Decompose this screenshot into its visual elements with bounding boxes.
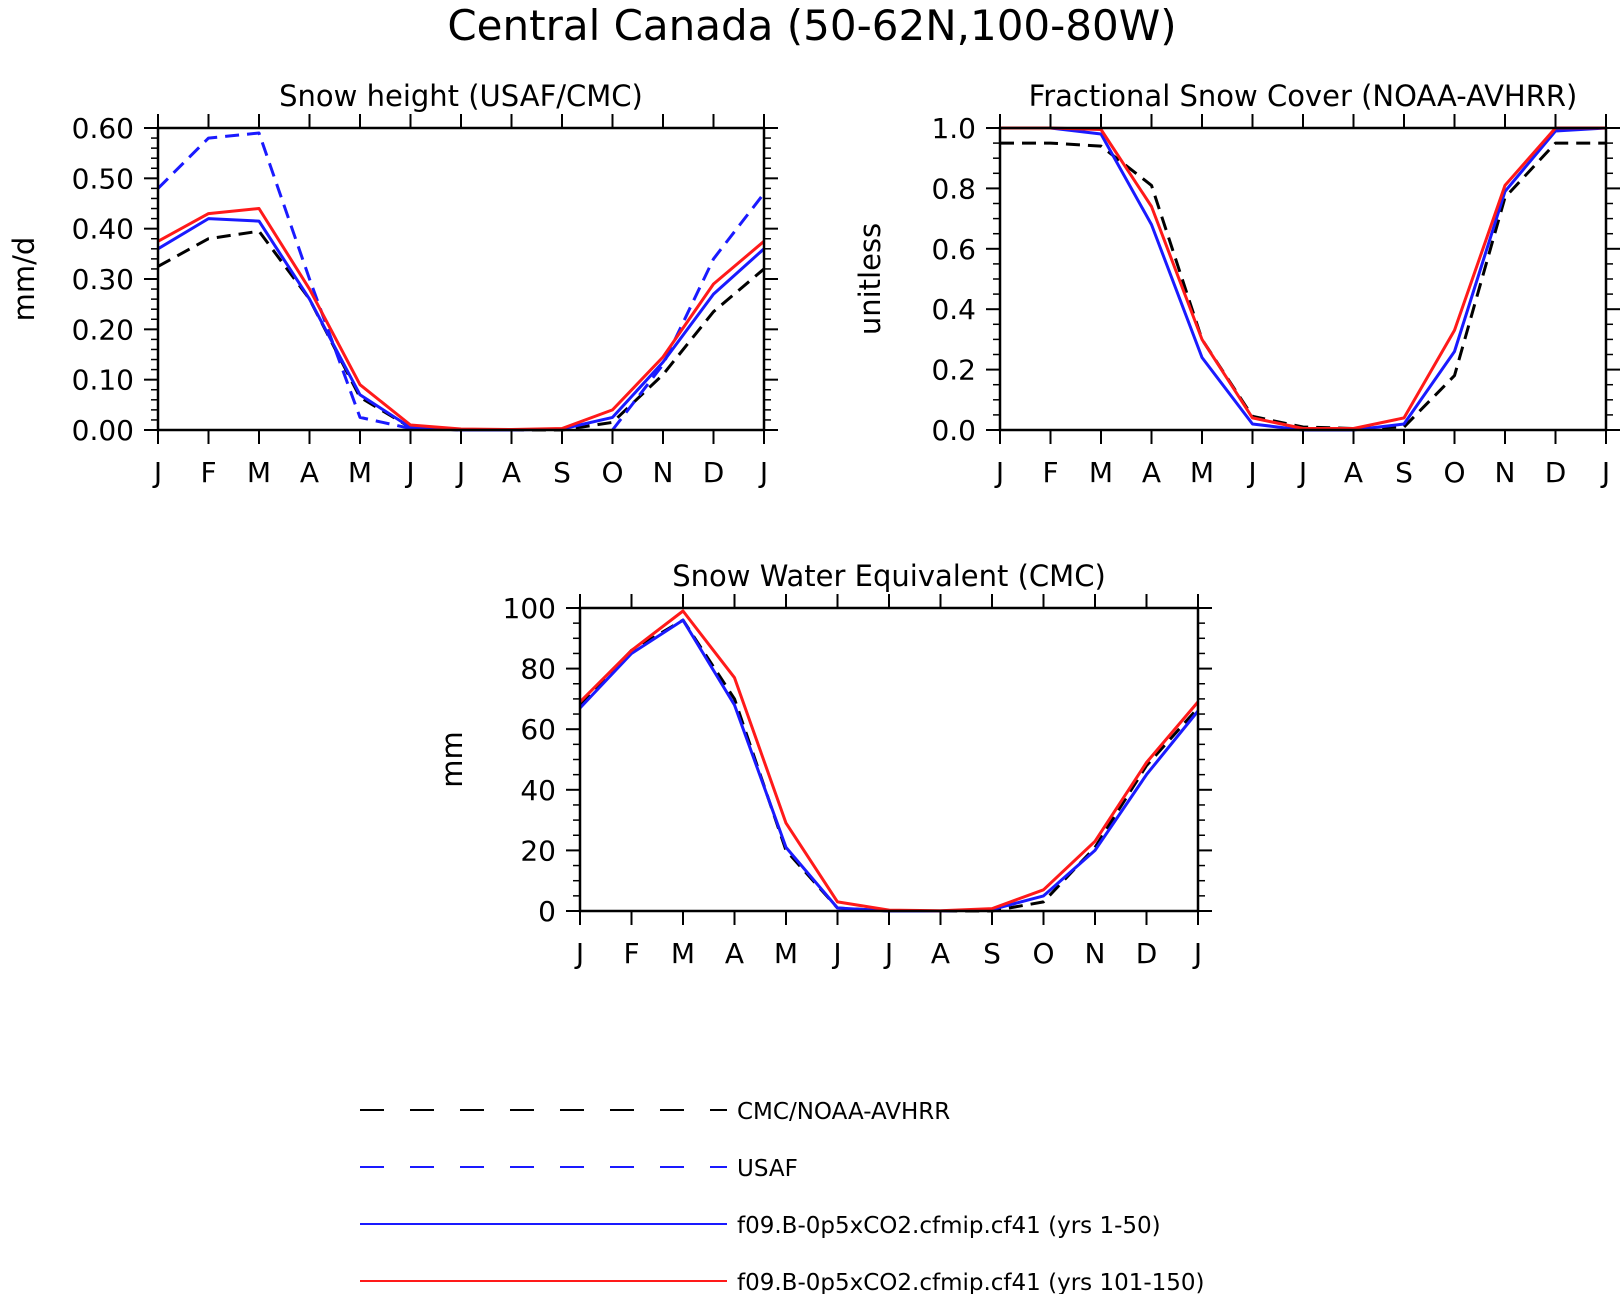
x-tick-label: M — [247, 456, 271, 489]
x-tick-label: J — [152, 456, 162, 489]
x-tick-label: M — [348, 456, 372, 489]
x-tick-label: M — [1089, 456, 1113, 489]
x-tick-label: J — [831, 937, 841, 970]
y-tick-label: 0.30 — [72, 263, 134, 296]
panel-title: Snow Water Equivalent (CMC) — [672, 559, 1106, 593]
y-tick-label: 80 — [520, 653, 556, 686]
y-tick-label: 0.60 — [72, 112, 134, 145]
x-tick-label: J — [1246, 456, 1256, 489]
legend-item-4: f09.B-0p5xCO2.cfmip.cf41 (yrs 101-150) — [360, 1270, 1205, 1294]
legend-item-2: USAF — [360, 1156, 798, 1182]
x-tick-label: D — [1136, 937, 1158, 970]
y-tick-label: 0.00 — [72, 414, 134, 447]
x-tick-label: F — [623, 937, 639, 970]
y-tick-label: 0.40 — [72, 213, 134, 246]
x-tick-label: M — [1190, 456, 1214, 489]
x-tick-label: F — [1042, 456, 1058, 489]
x-tick-label: J — [574, 937, 584, 970]
y-tick-label: 40 — [520, 774, 556, 807]
y-tick-label: 0.50 — [72, 162, 134, 195]
y-tick-label: 0.0 — [931, 414, 976, 447]
legend-label: f09.B-0p5xCO2.cfmip.cf41 (yrs 101-150) — [737, 1270, 1205, 1294]
series-line-1 — [578, 618, 1200, 913]
y-tick-label: 0.20 — [72, 313, 134, 346]
y-tick-label: 0.10 — [72, 364, 134, 397]
chart-panel-2: J F M A M J J A S O N D J0.00.20.40.60.81.0Fractiona… — [853, 79, 1620, 489]
x-tick-label: A — [300, 456, 319, 489]
series-line-4 — [157, 207, 765, 431]
x-tick-label: J — [404, 456, 414, 489]
panel-title: Fractional Snow Cover (NOAA-AVHRR) — [1029, 79, 1578, 113]
x-tick-label: N — [653, 456, 674, 489]
y-tick-label: 100 — [503, 592, 556, 625]
y-axis-label: mm — [435, 731, 469, 788]
x-tick-label: S — [553, 456, 571, 489]
x-tick-label: D — [703, 456, 725, 489]
x-tick-label: O — [1032, 937, 1054, 970]
x-tick-label: J — [1600, 456, 1610, 489]
x-tick-label: J — [883, 937, 893, 970]
x-tick-label: S — [983, 937, 1001, 970]
chart-panel-1: J F M A M J J A S O N D J0.000.100.200.300.400.500.6… — [7, 79, 778, 489]
chart-panels: J F M A M J J A S O N D J0.000.100.200.300.400.500.6… — [7, 79, 1620, 970]
y-tick-label: 0.4 — [931, 293, 976, 326]
y-tick-label: 60 — [520, 713, 556, 746]
y-tick-label: 0.6 — [931, 233, 976, 266]
x-tick-label: D — [1545, 456, 1567, 489]
x-tick-label: A — [1344, 456, 1363, 489]
x-tick-label: N — [1495, 456, 1516, 489]
panel-title: Snow height (USAF/CMC) — [279, 79, 643, 113]
x-tick-label: O — [1443, 456, 1465, 489]
x-tick-label: O — [601, 456, 623, 489]
x-tick-label: J — [994, 456, 1004, 489]
plot-frame — [156, 126, 766, 432]
y-tick-label: 1.0 — [931, 112, 976, 145]
x-tick-label: A — [502, 456, 521, 489]
series-line-3 — [1000, 126, 1606, 430]
legend: CMC/NOAA-AVHRR USAF f09.B-0p5xCO2.cfmip.cf… — [360, 1099, 1205, 1294]
legend-label: f09.B-0p5xCO2.cfmip.cf41 (yrs 1-50) — [737, 1213, 1161, 1239]
series-line-3 — [157, 217, 766, 432]
plot-frame — [578, 606, 1200, 913]
legend-item-1: CMC/NOAA-AVHRR — [360, 1099, 950, 1125]
x-tick-label: J — [455, 456, 465, 489]
legend-label: CMC/NOAA-AVHRR — [737, 1099, 950, 1125]
series-line-2 — [578, 618, 1200, 913]
x-tick-label: A — [725, 937, 744, 970]
series-line-2 — [156, 131, 766, 431]
x-tick-label: N — [1085, 937, 1106, 970]
x-tick-label: J — [1192, 937, 1202, 970]
y-tick-label: 0 — [538, 895, 556, 928]
y-tick-label: 0.8 — [931, 172, 976, 205]
y-tick-label: 0.2 — [931, 354, 976, 387]
x-tick-label: A — [931, 937, 950, 970]
x-tick-label: A — [1142, 456, 1161, 489]
y-axis-label: unitless — [853, 223, 887, 335]
x-tick-label: J — [758, 456, 768, 489]
x-tick-label: J — [1297, 456, 1307, 489]
y-tick-label: 20 — [520, 834, 556, 867]
x-tick-label: M — [671, 937, 695, 970]
series-line-1 — [157, 229, 765, 432]
series-line-1 — [1000, 141, 1606, 430]
legend-item-3: f09.B-0p5xCO2.cfmip.cf41 (yrs 1-50) — [360, 1213, 1161, 1239]
figure-title: Central Canada (50-62N,100-80W) — [447, 1, 1176, 50]
legend-label: USAF — [737, 1156, 798, 1182]
series-line-3 — [578, 609, 1200, 913]
y-axis-label: mm/d — [7, 237, 41, 322]
x-tick-label: M — [774, 937, 798, 970]
x-tick-label: F — [200, 456, 216, 489]
x-tick-label: S — [1395, 456, 1413, 489]
